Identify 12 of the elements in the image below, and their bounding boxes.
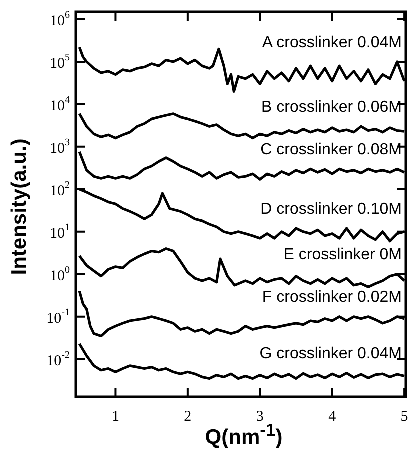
legend-label: B crosslinker 0.06M <box>262 98 402 116</box>
series-label: G crosslinker 0.04M <box>260 346 402 363</box>
legend-label: A crosslinker 0.04M <box>262 34 402 52</box>
y-axis-title: Intensity(a.u.) <box>8 138 32 278</box>
legend-label: D crosslinker 0.10M <box>260 200 402 218</box>
legend-label: C crosslinker 0.08M <box>260 141 402 158</box>
x-tick-label: 2 <box>184 408 192 425</box>
legend-label: E crosslinker 0M <box>284 246 402 264</box>
x-tick-label: 1 <box>112 408 120 425</box>
x-tick-label: 4 <box>328 408 337 425</box>
legend-label: F crosslinker 0.02M <box>262 289 402 306</box>
x-tick-label: 5 <box>400 408 408 425</box>
